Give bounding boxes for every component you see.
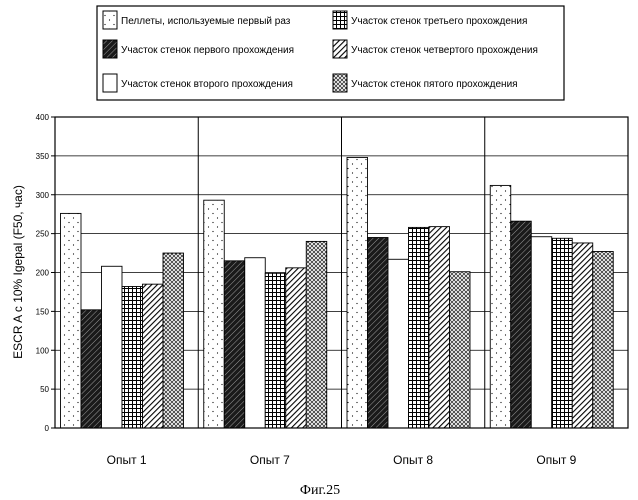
y-tick-label: 250	[36, 230, 50, 239]
bar-6-3	[449, 271, 471, 429]
legend-label: Участок стенок третьего прохождения	[351, 16, 527, 27]
bar-4-1	[121, 286, 143, 429]
legend-swatch	[102, 39, 118, 59]
y-axis-title: ESCR A c 10% Igepal (F50, час)	[11, 185, 25, 359]
bar-5-3	[428, 226, 450, 429]
x-category-label: Опыт 8	[393, 453, 433, 467]
bar-5-1	[142, 283, 164, 429]
legend-label: Участок стенок первого прохождения	[121, 45, 294, 56]
bar-4-3	[408, 226, 430, 429]
y-tick-label: 50	[40, 385, 49, 394]
bar-1-1	[60, 212, 82, 429]
bar-1-2	[203, 199, 225, 429]
legend-label: Участок стенок пятого прохождения	[351, 79, 518, 90]
legend-label: Участок стенок второго прохождения	[121, 79, 293, 90]
y-tick-label: 350	[36, 152, 50, 161]
bar-3-1	[101, 265, 123, 429]
y-tick-label: 300	[36, 191, 50, 200]
bar-2-2	[223, 260, 246, 429]
legend-swatch	[332, 73, 348, 93]
bar-4-2	[264, 272, 287, 429]
bar-5-2	[285, 267, 307, 429]
bar-1-3	[346, 156, 368, 429]
x-category-label: Опыт 9	[536, 453, 576, 467]
x-category-label: Опыт 7	[250, 453, 290, 467]
y-tick-label: 0	[45, 424, 50, 433]
y-tick-label: 400	[36, 113, 50, 122]
y-tick-label: 150	[36, 307, 50, 316]
legend-swatch	[332, 39, 348, 59]
bar-6-4	[592, 251, 614, 429]
y-tick-label: 200	[36, 269, 50, 278]
bar-4-4	[551, 237, 573, 429]
legend: Пеллеты, используемые первый раз Участок …	[96, 5, 565, 101]
bar-3-2	[244, 257, 266, 429]
bars	[60, 156, 614, 429]
y-tick-label: 100	[36, 346, 50, 355]
bar-3-3	[387, 258, 409, 429]
figure-caption: Фиг.25	[300, 483, 340, 498]
bar-2-1	[80, 309, 102, 429]
legend-swatch	[102, 10, 118, 30]
bar-6-2	[305, 240, 328, 429]
legend-swatch	[102, 73, 118, 93]
bar-1-4	[489, 184, 512, 429]
x-axis-categories: Опыт 1 Опыт 7 Опыт 8 Опыт 9	[107, 453, 577, 467]
bar-5-4	[571, 242, 594, 429]
bar-3-4	[530, 236, 553, 429]
bar-2-4	[510, 220, 532, 429]
bar-6-1	[162, 252, 184, 429]
legend-label: Пеллеты, используемые первый раз	[121, 16, 291, 27]
bar-2-3	[367, 237, 389, 429]
x-category-label: Опыт 1	[107, 453, 147, 467]
legend-swatch	[332, 10, 348, 30]
legend-label: Участок стенок четвертого прохождения	[351, 45, 538, 56]
legend-box	[96, 5, 565, 101]
y-axis-ticks: 0 50 100 150 200 250 300 350 400	[36, 113, 55, 433]
